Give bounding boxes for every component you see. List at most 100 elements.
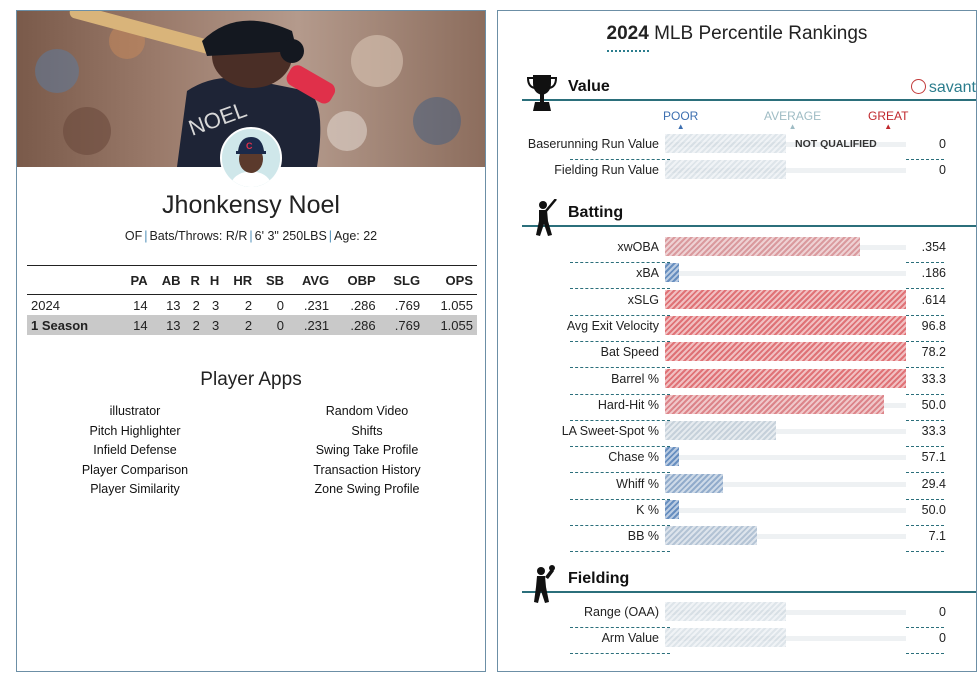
table-cell: 1.055 (440, 298, 473, 313)
column-header: OPS (424, 265, 477, 295)
app-link-shifts[interactable]: Shifts (351, 423, 383, 438)
percentile-bar (665, 263, 679, 283)
player-action-photo: NOEL (17, 11, 485, 167)
row-divider (906, 314, 944, 316)
player-card: NOEL C Jhonkensy Noel OF | Bats/Throws: R/… (16, 10, 486, 672)
percentile-bar (665, 134, 786, 153)
metric-value: .614 (921, 292, 946, 307)
metric-label: Bat Speed (600, 345, 659, 360)
standard-stats-table: PA AB R H HR SB AVG OBP SLG OPS 2024 14 … (27, 265, 477, 335)
percentile-bar (665, 602, 786, 621)
row-divider (570, 472, 670, 474)
app-link-zone-swing-profile[interactable]: Zone Swing Profile (314, 482, 420, 496)
metric-row[interactable]: Avg Exit Velocity 96.8 (498, 314, 976, 342)
metric-row[interactable]: Fielding Run Value 0 (498, 158, 976, 184)
column-header (27, 265, 122, 295)
metric-value: 96.8 (921, 318, 946, 333)
not-qualified-note: NOT QUALIFIED (795, 138, 877, 150)
app-link-transaction-history[interactable]: Transaction History (313, 462, 421, 477)
table-cell: 2 (184, 315, 204, 335)
section-value-label: Value (568, 78, 610, 95)
table-cell: 2 (223, 315, 257, 335)
metric-value: 57.1 (921, 450, 946, 465)
metric-label: xBA (636, 266, 659, 281)
metric-label: Chase % (608, 450, 659, 465)
app-link-pitch-highlighter[interactable]: Pitch Highlighter (89, 423, 181, 438)
player-info: OF | Bats/Throws: R/R | 6' 3" 250LBS | Age: 22 (124, 229, 378, 243)
section-fielding-label: Fielding (568, 570, 630, 587)
metric-label: Baserunning Run Value (527, 137, 659, 151)
rankings-title-text: MLB Percentile Rankings (654, 23, 868, 44)
player-bats-throws: Bats/Throws: R/R (149, 229, 248, 243)
row-divider (570, 314, 670, 316)
table-cell: .769 (379, 315, 425, 335)
percentile-rankings-card: 2024 MLB Percentile Rankings Value savan… (497, 10, 977, 672)
metric-label: Barrel % (611, 371, 659, 386)
baseball-icon (910, 79, 926, 94)
row-divider (906, 498, 944, 500)
metric-row[interactable]: Arm Value 0 (498, 626, 976, 655)
table-header-row: PA AB R H HR SB AVG OBP SLG OPS (27, 265, 477, 295)
table-cell: 0 (256, 315, 289, 335)
player-height-weight: 6' 3" 250LBS (254, 229, 327, 243)
metric-row[interactable]: LA Sweet-Spot % 33.3 (498, 419, 976, 448)
column-header: PA (121, 265, 152, 295)
metric-label: Whiff % (616, 476, 659, 491)
percentile-bar (665, 473, 723, 493)
metric-row[interactable]: K % 50.0 (498, 498, 976, 526)
row-divider (570, 525, 670, 526)
player-age: Age: 22 (334, 229, 378, 243)
metric-row[interactable]: Whiff % 29.4 (498, 472, 976, 500)
percentile-bar (665, 526, 757, 546)
trophy-icon (526, 75, 558, 111)
app-link-swing-take-profile[interactable]: Swing Take Profile (315, 443, 419, 457)
percentile-bar (665, 368, 906, 388)
metric-row[interactable]: Barrel % 33.3 (498, 367, 976, 395)
row-divider (906, 525, 944, 526)
row-divider (906, 159, 944, 160)
metric-row[interactable]: Hard-Hit % 50.0 (498, 393, 976, 421)
player-apps-list-left: illustrator Pitch Highlighter Infield De… (35, 402, 235, 500)
metric-row[interactable]: Range (OAA) 0 (498, 600, 976, 628)
app-link-random-video[interactable]: Random Video (325, 404, 409, 418)
app-link-player-comparison[interactable]: Player Comparison (81, 462, 189, 477)
percentile-bar (665, 237, 860, 256)
rankings-title: 2024 MLB Percentile Rankings (498, 23, 976, 45)
row-divider (906, 288, 944, 290)
fielder-icon (534, 565, 555, 603)
column-header: SB (256, 265, 289, 295)
column-header: AB (151, 265, 185, 295)
app-link-illustrator[interactable]: illustrator (109, 404, 161, 418)
table-row-total: 1 Season 14 13 2 3 2 0 .231 .286 .769 1.… (27, 315, 477, 335)
percentile-bar (665, 160, 786, 180)
table-cell: 14 (133, 298, 148, 313)
svg-text:C: C (246, 141, 253, 151)
app-link-infield-defense[interactable]: Infield Defense (93, 443, 177, 457)
metric-value: 0 (939, 605, 946, 619)
metric-label: LA Sweet-Spot % (561, 424, 659, 439)
percentile-bar (665, 628, 786, 648)
metric-row[interactable]: BB % 7.1 (498, 524, 976, 553)
metric-row[interactable]: Bat Speed 78.2 (498, 340, 976, 369)
metric-track (665, 508, 906, 513)
row-divider (570, 367, 670, 369)
metric-track (665, 455, 906, 461)
table-cell: 3 (203, 315, 224, 335)
metric-row[interactable]: Baserunning Run Value NOT QUALIFIED 0 (498, 132, 976, 160)
column-header: R (184, 265, 204, 295)
metric-row[interactable]: xBA .186 (498, 261, 976, 290)
section-batting-header: Batting (522, 199, 976, 236)
metric-row[interactable]: xSLG .614 (498, 288, 976, 316)
row-divider (906, 262, 944, 263)
metric-row[interactable]: Chase % 57.1 (498, 445, 976, 474)
metric-label: K % (636, 503, 659, 517)
percentile-bar (665, 447, 679, 467)
row-divider (570, 288, 670, 290)
metric-row[interactable]: xwOBA .354 (498, 235, 976, 263)
app-link-player-similarity[interactable]: Player Similarity (90, 482, 180, 496)
row-divider (906, 472, 944, 474)
savant-logo[interactable]: savant (910, 79, 976, 97)
row-divider (906, 551, 944, 553)
table-cell: 14 (121, 315, 152, 335)
table-cell: 2 (192, 298, 200, 313)
